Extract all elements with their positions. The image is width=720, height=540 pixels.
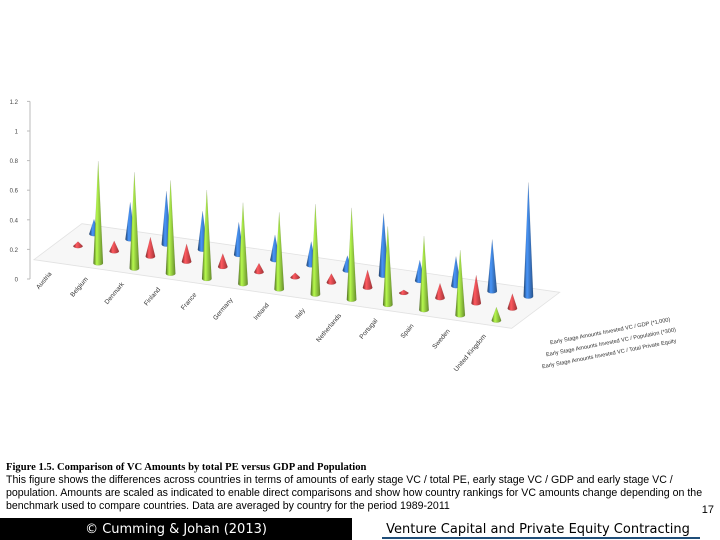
cone-bar	[201, 189, 212, 282]
cone-bar	[326, 273, 337, 285]
cone-bar	[274, 212, 285, 292]
cone-bar	[507, 292, 518, 311]
y-tick-label: 0.8	[10, 159, 19, 165]
cone-bar	[434, 282, 446, 301]
x-category-label: Ireland	[253, 302, 271, 322]
cone-bar	[109, 240, 120, 254]
footer-book-title: Venture Capital and Private Equity Contr…	[356, 518, 720, 540]
y-tick-label: 1	[15, 130, 19, 136]
footer-copyright: © Cumming & Johan (2013)	[0, 518, 352, 540]
cone-bar	[418, 235, 430, 313]
cone-bar	[165, 180, 176, 276]
x-category-label: Sweden	[431, 328, 452, 351]
cone-bar	[145, 237, 156, 259]
cone-bar	[398, 289, 409, 296]
cone-bar	[237, 202, 249, 287]
cone-bar	[290, 272, 301, 280]
x-category-label: Austria	[35, 270, 54, 290]
cone-bar	[72, 241, 84, 249]
caption-body: This figure shows the differences across…	[6, 474, 703, 512]
x-category-label: Netherlands	[315, 312, 343, 344]
y-tick-label: 1.2	[10, 100, 19, 106]
x-category-label: Belgium	[69, 276, 89, 298]
page-number: 17	[701, 504, 714, 516]
y-tick-label: 0.6	[10, 189, 19, 195]
x-category-label: Portugal	[358, 317, 379, 340]
caption-title: Figure 1.5. Comparison of VC Amounts by …	[6, 462, 367, 473]
cone-bar	[93, 161, 104, 266]
chart-area: 0 0.2 0.4 0.6 0.8 1 1.2 Austria Belgium Denmark Fi…	[9, 99, 678, 374]
x-category-label: Denmark	[104, 281, 127, 306]
cone-bar	[523, 182, 534, 299]
cone-bar	[487, 239, 498, 294]
cone-bar	[129, 172, 140, 271]
x-category-label: Germany	[212, 296, 235, 322]
cone-bar	[217, 252, 228, 270]
cone-bar	[382, 226, 393, 308]
figure-caption: Figure 1.5. Comparison of VC Amounts by …	[6, 461, 714, 513]
cone-bar	[455, 250, 466, 318]
cone-bar	[471, 275, 482, 306]
cone-chart: 0 0.2 0.4 0.6 0.8 1 1.2 Austria Belgium Denmark Fi…	[10, 100, 678, 373]
x-category-label: Finland	[143, 286, 162, 307]
x-category-label: Italy	[294, 307, 308, 321]
cone-bar	[346, 207, 357, 302]
x-category-label: United Kingdom	[453, 333, 488, 373]
y-tick-label: 0.4	[10, 218, 19, 224]
y-tick-label: 0	[15, 278, 19, 284]
cone-bar	[310, 204, 321, 297]
cone-bar	[362, 269, 373, 290]
x-category-label: Spain	[399, 322, 415, 340]
x-category-label: France	[180, 291, 199, 311]
cone-bar	[181, 243, 192, 264]
cone-bar	[253, 262, 265, 275]
footer: © Cumming & Johan (2013) Venture Capital…	[0, 518, 720, 540]
y-tick-label: 0.2	[10, 248, 19, 254]
cone-bar	[491, 306, 502, 323]
